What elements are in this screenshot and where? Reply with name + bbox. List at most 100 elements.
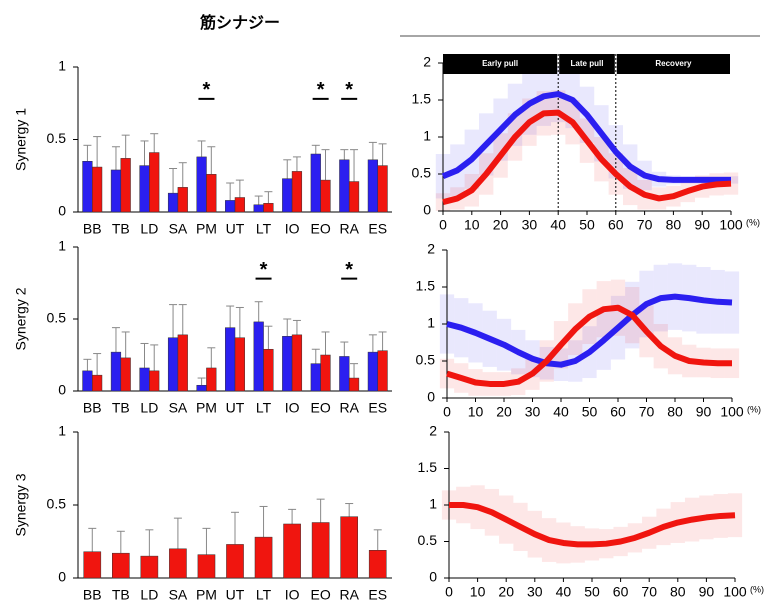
- x-tick-label: PM: [196, 221, 217, 237]
- phase-bar: [616, 54, 730, 74]
- x-tick-label: 80: [670, 584, 686, 600]
- bar: [167, 337, 179, 392]
- x-tick-label: UT: [226, 221, 245, 237]
- x-tick-label: 50: [579, 217, 595, 233]
- bar: [92, 374, 103, 392]
- phase-bar: [443, 54, 558, 74]
- x-tick-label: 90: [699, 584, 715, 600]
- y-tick-label: 1: [58, 238, 66, 254]
- y-tick-label: 1: [429, 496, 437, 512]
- bar: [196, 384, 207, 392]
- significance-mark: *: [345, 79, 353, 101]
- x-tick-label: LT: [256, 400, 272, 416]
- x-tick-label: 80: [666, 217, 682, 233]
- x-tick-label: RA: [339, 400, 359, 416]
- bar: [197, 554, 216, 579]
- bar: [120, 158, 131, 213]
- series-line: [446, 304, 732, 387]
- bar: [82, 161, 93, 213]
- bar: [367, 351, 378, 392]
- bar: [320, 354, 331, 392]
- figure-title: 筋シナジー: [199, 13, 280, 32]
- y-tick-label: 0.5: [47, 496, 67, 512]
- x-tick-label: 50: [582, 404, 598, 420]
- bar: [139, 367, 150, 392]
- bar: [320, 179, 331, 213]
- y-tick-label: 2: [429, 423, 437, 439]
- x-tick-label: 40: [550, 217, 566, 233]
- x-axis-unit: (%): [747, 404, 761, 414]
- series-line: [442, 109, 732, 206]
- x-tick-label: 20: [493, 217, 509, 233]
- x-tick-label: 60: [608, 217, 624, 233]
- y-tick-label: 1.5: [412, 91, 432, 107]
- x-tick-label: 90: [696, 404, 712, 420]
- x-axis-unit: (%): [750, 584, 764, 594]
- x-tick-label: LT: [256, 587, 272, 603]
- x-axis-unit: (%): [746, 217, 760, 227]
- y-axis-label: Synergy 1: [13, 108, 29, 171]
- y-tick-label: 0.5: [412, 165, 432, 181]
- x-tick-label: 30: [522, 217, 538, 233]
- x-tick-label: ES: [368, 221, 387, 237]
- series-line: [446, 293, 733, 368]
- x-tick-label: BB: [83, 400, 102, 416]
- x-tick-label: 70: [639, 404, 655, 420]
- x-tick-label: 100: [720, 404, 744, 420]
- bar: [377, 350, 388, 392]
- y-tick-label: 0.5: [418, 532, 438, 548]
- y-tick-label: 0: [423, 202, 431, 218]
- bar: [340, 516, 358, 579]
- bar: [196, 156, 207, 213]
- x-tick-label: IO: [285, 400, 300, 416]
- bar: [110, 169, 122, 213]
- x-tick-label: 30: [525, 404, 541, 420]
- bar: [225, 327, 236, 392]
- bar: [263, 203, 274, 213]
- bar: [206, 174, 217, 213]
- y-tick-label: 1: [427, 315, 435, 331]
- y-axis-label: Synergy 3: [13, 473, 29, 536]
- bar: [149, 152, 160, 213]
- bar: [282, 336, 293, 392]
- y-tick-label: 1: [58, 423, 66, 439]
- y-tick-label: 0: [429, 569, 437, 585]
- x-tick-label: 70: [637, 217, 653, 233]
- x-tick-label: IO: [285, 221, 300, 237]
- x-tick-label: PM: [196, 400, 217, 416]
- bar: [177, 334, 188, 392]
- y-tick-label: 0.5: [47, 310, 67, 326]
- x-tick-label: LD: [140, 587, 158, 603]
- x-tick-label: EO: [311, 400, 331, 416]
- y-tick-label: 0: [58, 569, 66, 585]
- x-tick-label: EO: [311, 587, 331, 603]
- bar: [339, 159, 350, 213]
- y-tick-label: 1.5: [416, 278, 436, 294]
- y-tick-label: 0.5: [47, 130, 67, 146]
- bar: [139, 165, 150, 213]
- y-tick-label: 1: [423, 128, 431, 144]
- x-tick-label: 80: [667, 404, 683, 420]
- x-tick-label: SA: [169, 400, 188, 416]
- x-tick-label: 20: [498, 584, 514, 600]
- y-tick-label: 1.5: [418, 459, 438, 475]
- y-tick-label: 0.5: [416, 352, 436, 368]
- y-tick-label: 2: [427, 241, 435, 257]
- x-tick-label: LD: [140, 221, 158, 237]
- x-tick-label: TB: [112, 587, 130, 603]
- x-tick-label: 0: [439, 217, 447, 233]
- x-tick-label: 0: [443, 404, 451, 420]
- bar: [283, 523, 301, 579]
- bar: [149, 370, 160, 392]
- bar: [167, 192, 179, 213]
- significance-mark: *: [345, 259, 353, 281]
- y-tick-label: 0: [58, 382, 66, 398]
- bar: [140, 555, 159, 579]
- x-tick-label: SA: [169, 221, 188, 237]
- x-tick-label: 60: [613, 584, 629, 600]
- x-tick-label: 100: [719, 217, 743, 233]
- bar: [225, 200, 236, 213]
- x-tick-label: 0: [445, 584, 453, 600]
- x-tick-label: 50: [584, 584, 600, 600]
